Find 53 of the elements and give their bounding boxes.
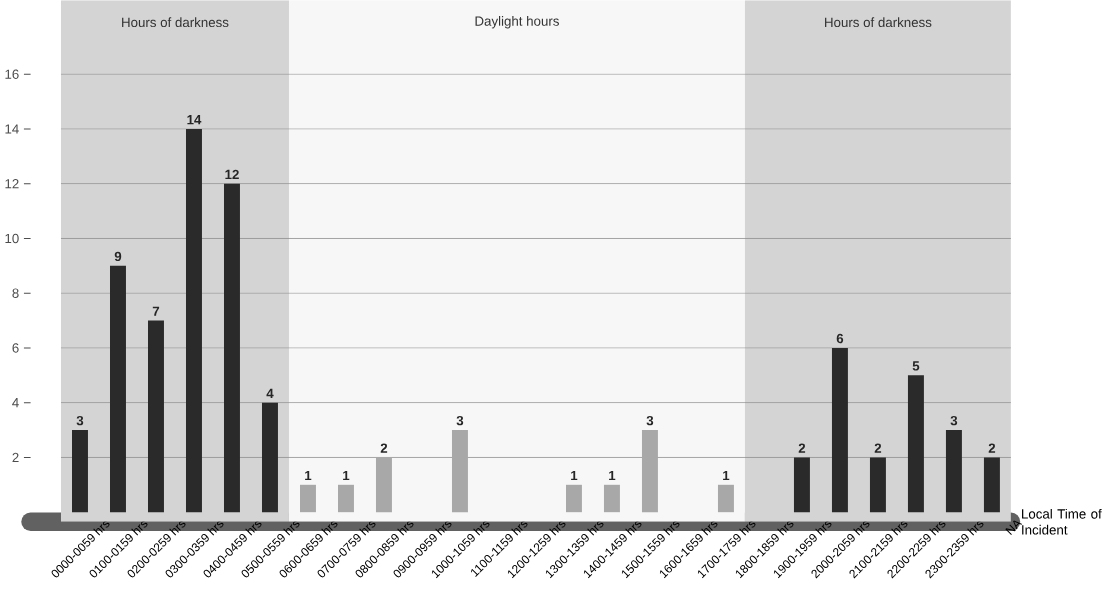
data-label: 3	[456, 416, 464, 426]
data-label: 1	[305, 471, 312, 481]
data-label: 14	[187, 115, 202, 125]
x-axis-title: Local Time of Incident	[1022, 509, 1102, 535]
data-label: 6	[836, 334, 844, 344]
data-label: 4	[266, 389, 274, 399]
y-tick-label: 2	[12, 453, 19, 463]
bar	[148, 320, 164, 513]
band-label: Hours of darkness	[825, 17, 932, 28]
bar	[945, 430, 962, 513]
data-label: 1	[571, 471, 578, 481]
y-tick-label: 16	[5, 69, 19, 80]
data-label: 2	[380, 443, 388, 453]
y-tick-label: 6	[12, 343, 19, 353]
data-label: 3	[950, 416, 958, 426]
y-tick-label: 14	[5, 124, 19, 134]
data-label: 1	[609, 471, 616, 481]
bar	[223, 183, 240, 513]
data-label: 3	[646, 416, 654, 426]
bar	[831, 348, 848, 513]
data-label: 2	[798, 443, 806, 453]
bar	[717, 485, 734, 513]
data-label: 5	[912, 361, 920, 371]
bar	[451, 430, 468, 513]
bar	[110, 266, 126, 513]
y-tick-label: 10	[5, 233, 19, 244]
bar	[185, 129, 202, 513]
data-label: 9	[114, 251, 122, 262]
bar	[261, 402, 278, 513]
data-label: 7	[152, 306, 160, 317]
data-label: 3	[76, 416, 84, 426]
bar	[565, 485, 582, 513]
data-label: 2	[874, 443, 882, 453]
data-label: 2	[988, 443, 996, 453]
bar	[72, 430, 88, 513]
bar	[299, 485, 316, 513]
bar	[907, 375, 924, 513]
data-label: 1	[723, 471, 730, 481]
band-label: Hours of darkness	[122, 17, 229, 28]
y-tick-label: 8	[12, 288, 19, 299]
y-tick-label: 12	[5, 179, 19, 189]
bar	[983, 457, 1000, 513]
data-label: 1	[343, 471, 350, 481]
bar	[869, 457, 886, 513]
x-tick-label: NA	[1005, 520, 1023, 536]
bar	[641, 430, 658, 513]
bar	[793, 457, 810, 513]
bar	[375, 457, 392, 513]
data-label: 12	[225, 169, 239, 180]
band-label: Daylight hours	[475, 16, 559, 29]
bar	[603, 485, 620, 513]
y-tick-label: 4	[12, 398, 19, 408]
bar	[337, 485, 354, 513]
